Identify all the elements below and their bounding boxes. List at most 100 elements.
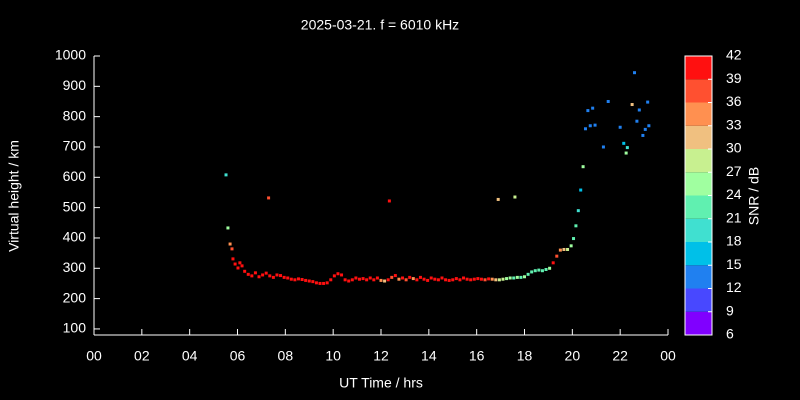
colorbar-tick-label: 18: [726, 233, 742, 249]
colorbar-band: [685, 311, 712, 335]
point: [472, 277, 476, 281]
point: [444, 278, 448, 282]
point: [401, 276, 405, 280]
point: [387, 199, 391, 203]
point: [429, 276, 433, 280]
point: [494, 278, 498, 282]
point: [646, 100, 650, 104]
point: [436, 278, 440, 282]
point: [548, 266, 552, 270]
colorbar-band: [685, 149, 712, 173]
point: [426, 278, 430, 282]
point: [537, 268, 541, 272]
point: [282, 275, 286, 279]
point: [606, 99, 610, 103]
y-tick-label: 500: [63, 198, 87, 214]
point: [275, 273, 279, 277]
y-tick-label: 100: [63, 320, 87, 336]
point: [633, 71, 637, 75]
point: [513, 195, 517, 199]
point: [365, 278, 369, 282]
point: [501, 277, 505, 281]
point: [408, 275, 412, 279]
colorbar-tick-label: 36: [726, 93, 742, 109]
point: [593, 123, 597, 127]
point: [286, 276, 290, 280]
point: [454, 277, 458, 281]
point: [322, 281, 326, 285]
point: [479, 277, 483, 281]
point: [555, 254, 559, 258]
point: [311, 280, 315, 284]
point: [576, 209, 580, 213]
point: [240, 264, 244, 268]
point: [462, 276, 466, 280]
point: [246, 272, 250, 276]
point: [332, 274, 336, 278]
point: [250, 274, 254, 278]
point: [483, 278, 487, 282]
x-tick-label: 16: [469, 348, 485, 364]
point: [271, 275, 275, 279]
colorbar-band: [685, 56, 712, 80]
point: [226, 226, 230, 230]
point: [393, 274, 397, 278]
x-tick-label: 02: [134, 348, 150, 364]
point: [418, 275, 422, 279]
colorbar-tick-label: 39: [726, 70, 742, 86]
point: [404, 278, 408, 282]
point: [293, 278, 297, 282]
point: [440, 276, 444, 280]
point: [562, 247, 566, 251]
x-tick-label: 12: [373, 348, 389, 364]
point: [641, 133, 645, 137]
point: [379, 278, 383, 282]
point: [314, 281, 318, 285]
point: [515, 275, 519, 279]
point: [579, 188, 583, 192]
colorbar-band: [685, 125, 712, 149]
colorbar-tick-label: 27: [726, 163, 742, 179]
point: [433, 277, 437, 281]
point: [572, 237, 576, 241]
point: [544, 267, 548, 271]
point: [465, 277, 469, 281]
point: [476, 277, 480, 281]
point: [268, 274, 272, 278]
point: [505, 277, 509, 281]
point: [343, 278, 347, 282]
colorbar-band: [685, 242, 712, 266]
point: [318, 281, 322, 285]
point: [540, 269, 544, 273]
point: [618, 125, 622, 129]
point: [625, 146, 629, 150]
point: [643, 127, 647, 131]
x-tick-label: 20: [565, 348, 581, 364]
point: [296, 277, 300, 281]
point: [354, 276, 358, 280]
colorbar-band: [685, 102, 712, 126]
point: [574, 224, 578, 228]
x-tick-label: 00: [660, 348, 676, 364]
point: [243, 269, 247, 273]
point: [526, 272, 530, 276]
y-tick-label: 400: [63, 229, 87, 245]
point: [336, 272, 340, 276]
x-tick-label: 14: [421, 348, 437, 364]
colorbar-band: [685, 79, 712, 103]
point: [261, 273, 265, 277]
y-tick-label: 900: [63, 77, 87, 93]
colorbar-tick-label: 12: [726, 279, 742, 295]
y-tick-label: 700: [63, 138, 87, 154]
point: [635, 119, 639, 123]
point: [325, 281, 329, 285]
point: [253, 271, 257, 275]
x-tick-label: 18: [517, 348, 533, 364]
y-tick-label: 1000: [55, 47, 86, 63]
point: [530, 270, 534, 274]
x-axis-label: UT Time / hrs: [339, 375, 423, 391]
point: [487, 277, 491, 281]
y-tick-label: 300: [63, 259, 87, 275]
